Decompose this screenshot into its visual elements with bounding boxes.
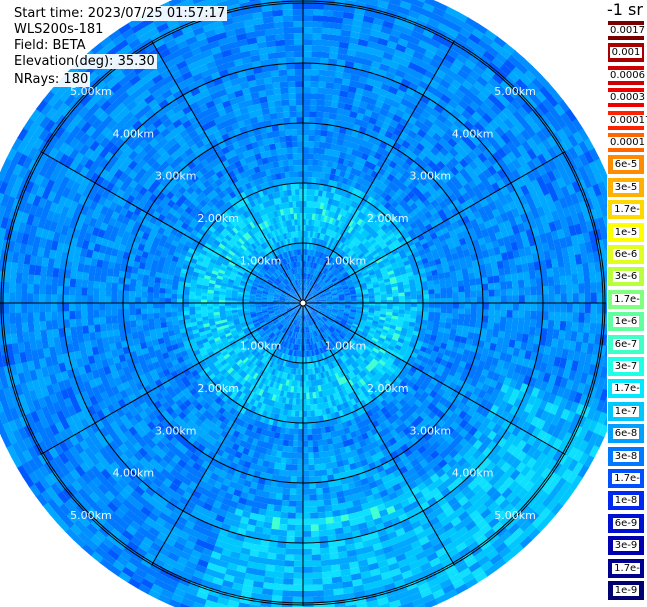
colorbar-cell: 3e-9 bbox=[607, 535, 645, 557]
ring-label: 4.00km bbox=[113, 467, 155, 480]
colorbar-cell: 0.001 bbox=[607, 42, 645, 64]
colorbar-cell: 3e-5 bbox=[607, 176, 645, 198]
colorbar-label: 6e-7 bbox=[612, 338, 640, 350]
start-time-label: Start time: 2023/07/25 01:57:17 bbox=[12, 6, 228, 21]
colorbar-label: 6e-8 bbox=[612, 428, 640, 440]
ring-label: 3.00km bbox=[409, 170, 451, 183]
ring-label: 1.00km bbox=[240, 255, 282, 268]
colorbar-cell: 3e-6 bbox=[607, 266, 645, 288]
colorbar-cell: 1e-6 bbox=[607, 311, 645, 333]
colorbar-cell: 0.0003 bbox=[607, 87, 647, 109]
ring-label: 3.00km bbox=[409, 424, 451, 437]
colorbar-cell: 3e-7 bbox=[607, 356, 645, 377]
colorbar-label: 0.00017 bbox=[608, 114, 647, 126]
colorbar-label: 1e-5 bbox=[612, 226, 640, 238]
ring-label: 5.00km bbox=[494, 509, 536, 522]
ring-label: 5.00km bbox=[494, 85, 536, 98]
colorbar-cell: 1.7e-8 bbox=[607, 468, 645, 503]
ring-label: 5.00km bbox=[70, 509, 112, 522]
colorbar-unit: -1 sr bbox=[607, 0, 643, 19]
colorbar-cell: 1.7e-6 bbox=[607, 288, 645, 324]
ring-label: 2.00km bbox=[197, 212, 239, 225]
colorbar-label: 6e-6 bbox=[612, 249, 640, 260]
ring-label: 1.00km bbox=[325, 255, 367, 268]
colorbar-label: 3e-9 bbox=[612, 540, 640, 552]
ring-label: 4.00km bbox=[452, 467, 494, 480]
radial-line bbox=[302, 151, 566, 304]
ring-label: 1.00km bbox=[240, 339, 282, 352]
ring-label: 2.00km bbox=[367, 382, 409, 395]
colorbar-cell: 0.00017 bbox=[607, 109, 647, 131]
colorbar-cell: 6e-7 bbox=[607, 333, 645, 355]
colorbar-cell: 6e-9 bbox=[607, 512, 645, 534]
colorbar-label: 1e-9 bbox=[612, 585, 640, 596]
colorbar-label: 6e-9 bbox=[612, 517, 640, 529]
ring-label: 3.00km bbox=[155, 170, 197, 183]
colorbar-label: 1e-6 bbox=[612, 316, 640, 328]
instrument-label: WLS200s-181 bbox=[12, 22, 106, 37]
colorbar-cell: 1e-5 bbox=[607, 221, 645, 243]
colorbar-label: 3e-5 bbox=[612, 181, 640, 193]
colorbar-label: 0.0006 bbox=[608, 69, 647, 81]
radial-line bbox=[40, 151, 304, 304]
colorbar-cell: 1.7e-5 bbox=[607, 199, 645, 235]
colorbar-label: 1e-8 bbox=[612, 495, 640, 507]
colorbar-cell: 6e-5 bbox=[607, 154, 645, 176]
colorbar-cell: 1e-9 bbox=[607, 580, 645, 601]
ring-label: 4.00km bbox=[452, 127, 494, 140]
colorbar-cell: 6e-8 bbox=[607, 423, 645, 445]
colorbar-cell: 1.7e-7 bbox=[607, 378, 645, 414]
ring-label: 1.00km bbox=[325, 339, 367, 352]
nrays-label: NRays: 180 bbox=[12, 72, 91, 87]
colorbar-cell: 3e-8 bbox=[607, 445, 645, 467]
colorbar-label: 3e-6 bbox=[612, 271, 640, 283]
colorbar-cell: 1.7e-9 bbox=[607, 557, 645, 593]
colorbar-label: 6e-5 bbox=[612, 159, 640, 171]
center-marker bbox=[299, 299, 307, 307]
radial-line bbox=[151, 40, 304, 304]
radial-line bbox=[302, 302, 455, 566]
colorbar-cell: 1e-8 bbox=[607, 490, 645, 512]
colorbar-label: 3e-7 bbox=[612, 361, 640, 372]
ring-label: 3.00km bbox=[155, 424, 197, 437]
colorbar-cell: 0.0001 bbox=[607, 132, 647, 153]
colorbar-cell: 1e-7 bbox=[607, 400, 645, 422]
ppi-plot: 1.00km 1.00km 1.00km 1.00km 2.00km 2.00km 2.00… bbox=[0, 0, 607, 607]
elevation-label: Elevation(deg): 35.30 bbox=[12, 54, 157, 69]
colorbar-label: 1e-7 bbox=[612, 405, 640, 417]
ring-label: 2.00km bbox=[197, 382, 239, 395]
colorbar-label: 0.0003 bbox=[608, 92, 647, 104]
colorbar-label: 0.001 bbox=[609, 47, 643, 59]
colorbar-cell: 0.0006 bbox=[607, 64, 647, 86]
ring-label: 2.00km bbox=[367, 212, 409, 225]
elevation-value: 35.30 bbox=[117, 54, 155, 69]
radial-line bbox=[40, 302, 304, 455]
ring-label: 4.00km bbox=[113, 127, 155, 140]
radial-line bbox=[302, 302, 566, 455]
ring-label: 5.00km bbox=[70, 85, 112, 98]
radial-line bbox=[151, 302, 304, 566]
elevation-text: Elevation(deg): bbox=[14, 54, 114, 69]
colorbar-cell: 6e-6 bbox=[607, 244, 645, 265]
radial-line bbox=[302, 40, 455, 304]
colorbar-label: 0.0001 bbox=[608, 137, 647, 148]
colorbar-cell: 0.0017 bbox=[607, 20, 647, 41]
colorbar-label: 0.0017 bbox=[608, 25, 647, 36]
field-label: Field: BETA bbox=[12, 38, 88, 53]
colorbar-label: 3e-8 bbox=[612, 450, 640, 462]
